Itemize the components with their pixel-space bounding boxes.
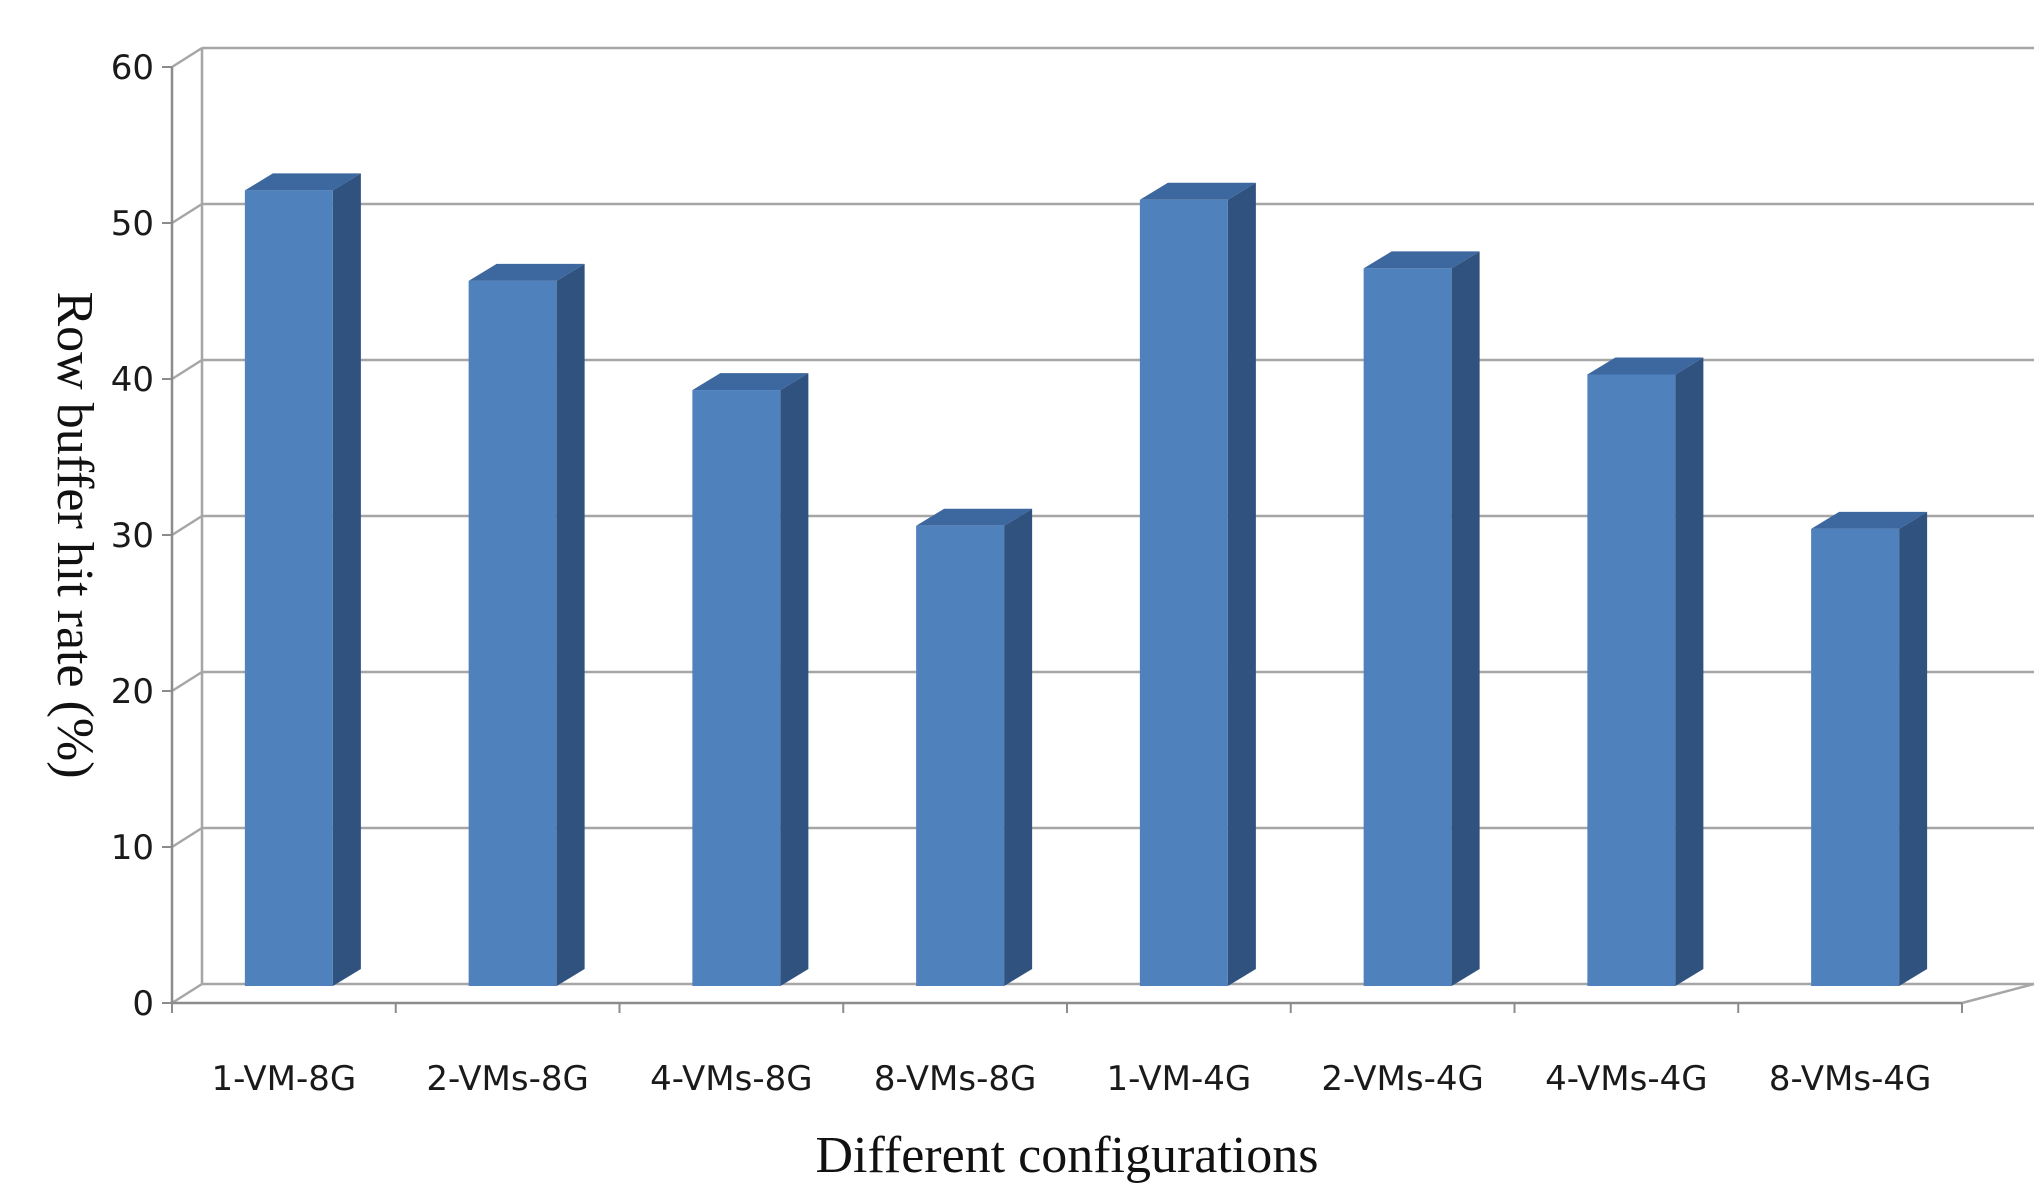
bar-side (1004, 508, 1033, 986)
y-tick-label: 20 (111, 672, 154, 712)
bar (1139, 182, 1256, 986)
x-axis-title: Different configurations (816, 1127, 1319, 1184)
bar-front (1139, 199, 1228, 986)
gridline-side (171, 982, 203, 1005)
bar (916, 508, 1033, 986)
bar (1811, 511, 1928, 986)
y-tick-label: 30 (111, 516, 154, 556)
bar-side (780, 373, 809, 987)
gridline-side (171, 826, 203, 849)
y-tick-label: 0 (132, 984, 154, 1024)
gridline-side (171, 358, 203, 381)
y-tick-label: 60 (111, 48, 154, 88)
bar-front (1587, 374, 1676, 987)
floor-right-edge (1961, 982, 2035, 1005)
bar (1363, 251, 1480, 986)
axes (162, 48, 2035, 1013)
x-tick-label: 2-VMs-4G (1321, 1059, 1483, 1099)
x-tick-label: 4-VMs-4G (1545, 1059, 1707, 1099)
gridline-side (171, 670, 203, 693)
x-tick-label: 1-VM-8G (212, 1059, 357, 1099)
gridline-side (171, 202, 203, 225)
y-tick-labels: 0 10 20 30 40 50 60 (111, 48, 154, 1024)
x-tick-label: 8-VMs-8G (874, 1059, 1036, 1099)
x-tick-label: 2-VMs-8G (426, 1059, 588, 1099)
bars (244, 173, 1928, 987)
bar-top (468, 263, 585, 281)
bar (468, 263, 585, 986)
bar (692, 373, 809, 987)
bar-top (1811, 511, 1928, 529)
bar-top (1139, 182, 1256, 200)
bar-top (1363, 251, 1480, 269)
bar-side (1227, 182, 1256, 986)
x-tick-label: 8-VMs-4G (1769, 1059, 1931, 1099)
bar-front (468, 280, 557, 986)
y-tick-label: 50 (111, 204, 154, 244)
bar-top (244, 173, 361, 191)
bar-side (556, 263, 585, 986)
bar-front (916, 525, 1005, 986)
x-tick-label: 1-VM-4G (1107, 1059, 1252, 1099)
bar-front (1811, 528, 1900, 986)
gridlines (171, 46, 2034, 1005)
bar-front (1363, 268, 1452, 986)
y-tick-label: 10 (111, 828, 154, 868)
bar-top (1587, 357, 1704, 375)
bar-side (1451, 251, 1480, 986)
y-tick-label: 40 (111, 360, 154, 400)
bar-side (1675, 357, 1704, 987)
bar-side (1899, 511, 1928, 986)
bar-side (332, 173, 361, 986)
bar-front (244, 190, 333, 986)
x-tick-label: 4-VMs-8G (650, 1059, 812, 1099)
x-tick-labels: 1-VM-8G 2-VMs-8G 4-VMs-8G 8-VMs-8G 1-VM-4G 2-… (212, 1059, 1932, 1099)
bar (244, 173, 361, 986)
bar-front (692, 390, 781, 987)
bar-top (916, 508, 1033, 526)
bar (1587, 357, 1704, 987)
gridline-side (171, 46, 203, 69)
bar-top (692, 373, 809, 391)
gridline-side (171, 514, 203, 537)
y-axis-title: Row buffer hit rate (%) (46, 291, 103, 778)
